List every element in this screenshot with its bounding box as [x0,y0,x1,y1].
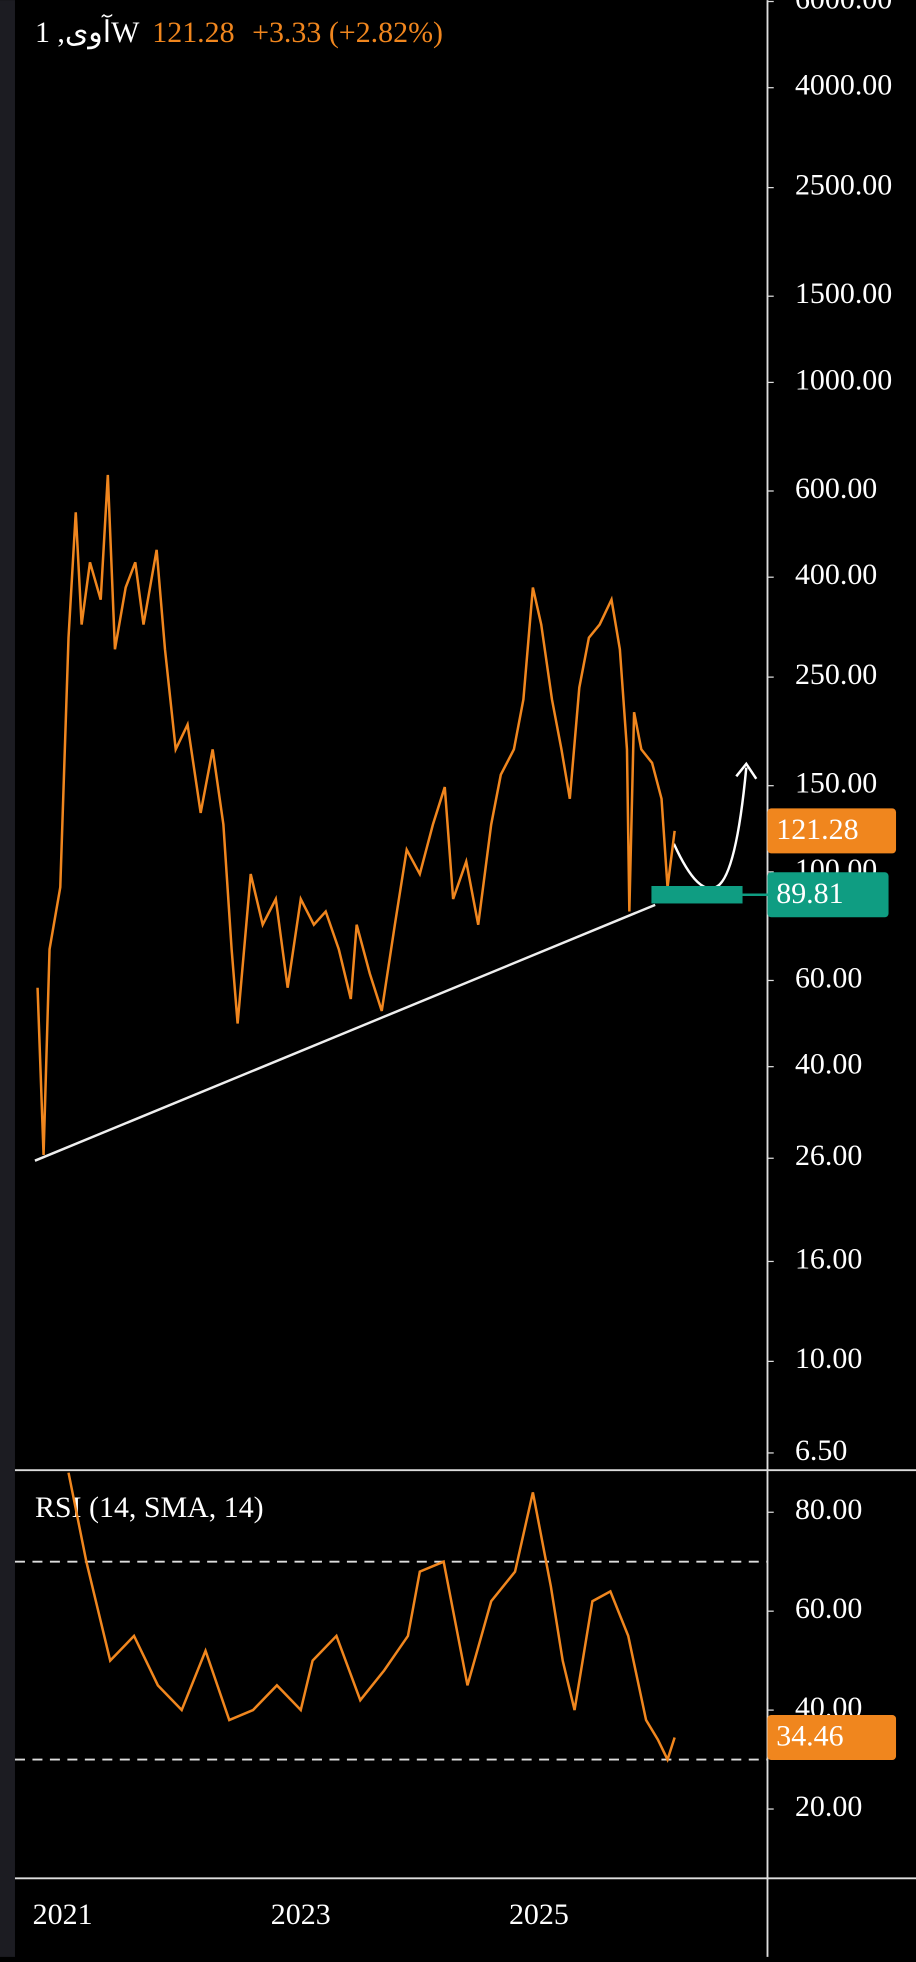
y-tick-label: 150.00 [795,767,877,800]
x-tick-label: 2023 [271,1898,331,1931]
rsi-title: RSI (14, SMA, 14) [35,1491,264,1524]
y-tick-label: 250.00 [795,658,877,691]
price-line [67,1472,676,1763]
arrow-head [735,761,758,780]
header-price: 121.28 [152,16,234,49]
price-line [36,474,676,1156]
symbol: 1 ,آویW [35,13,140,50]
y-tick-label: 10.00 [795,1342,862,1375]
projection-arrow [672,767,748,890]
y-tick-label: 16.00 [795,1242,862,1275]
rsi-value-label-box [767,1715,897,1760]
support-zone [651,886,743,904]
x-tick-label: 2021 [33,1898,93,1931]
x-tick-label: 2025 [509,1898,569,1931]
y-tick-label: 40.00 [795,1048,862,1081]
last-price-label: 121.28 [776,813,858,846]
y-tick-label: 1000.00 [795,363,892,396]
trend-line [34,903,656,1162]
y-tick-label: 20.00 [795,1790,862,1823]
y-tick-label: 6000.00 [795,0,892,15]
y-tick-label: 60.00 [795,1592,862,1625]
support-label: 89.81 [776,877,843,910]
header-change: +3.33 (+2.82%) [252,16,443,49]
y-tick-label: 60.00 [795,961,862,994]
last-price-label-box [767,808,897,854]
y-tick-label: 4000.00 [795,69,892,102]
y-tick-label: 80.00 [795,1493,862,1526]
y-tick-label: 26.00 [795,1139,862,1172]
support-label-box [767,872,889,918]
y-tick-label: 6.50 [795,1434,847,1467]
y-tick-label: 1500.00 [795,277,892,310]
left-gutter [0,0,15,1957]
y-tick-label: 2500.00 [795,168,892,201]
rsi-value-label: 34.46 [776,1720,843,1753]
y-tick-label: 600.00 [795,472,877,505]
y-tick-label: 400.00 [795,558,877,591]
